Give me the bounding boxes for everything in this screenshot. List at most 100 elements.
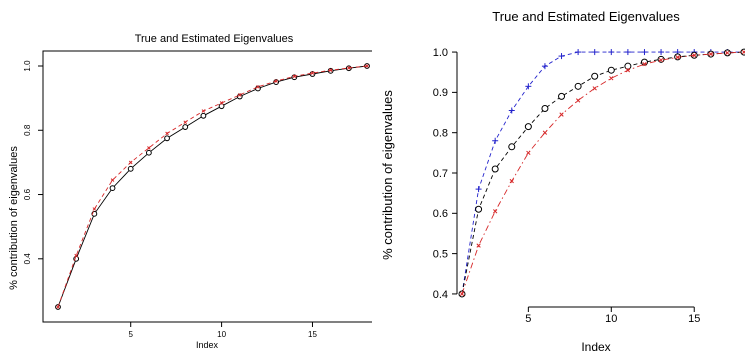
right-series-2-point-d2	[692, 53, 697, 58]
right-series-0-point	[608, 49, 615, 56]
right-series-2-point	[708, 51, 713, 57]
chart-right-title: True and Estimated Eigenvalues	[492, 9, 680, 24]
left-series-1-point-d2	[256, 85, 260, 89]
left-series-1-point-d2	[110, 178, 115, 182]
right-series-1-point	[558, 92, 566, 100]
left-x-tick-label: 15	[308, 330, 317, 339]
chart-right: True and Estimated Eigenvalues Index % c…	[372, 0, 745, 354]
right-series-2-point-d2	[526, 150, 531, 155]
right-series-2-point	[692, 53, 697, 58]
right-series-0-point	[658, 49, 665, 56]
right-x-tick-label: 15	[688, 313, 700, 325]
right-x-tick-label: 5	[525, 313, 531, 325]
right-series-0-point	[475, 186, 482, 193]
right-series-1-point	[607, 66, 615, 74]
left-y-tick-label: 0.6	[23, 188, 32, 200]
right-series-2-point-d2	[559, 112, 564, 117]
left-series-0-point	[309, 71, 316, 77]
left-series-1-point	[292, 74, 297, 79]
left-series-1-point	[92, 207, 97, 211]
right-series-2-point-d2	[542, 130, 548, 135]
right-series-2-point	[741, 49, 745, 55]
left-series-0-point	[182, 124, 189, 130]
right-y-tick-label: 1.0	[433, 47, 448, 59]
right-series-2-point	[658, 57, 664, 63]
chart-left: True and Estimated Eigenvalues Index % c…	[0, 0, 372, 354]
left-series-1-point	[274, 79, 278, 83]
left-series-1-point-d2	[219, 101, 224, 105]
right-series-2-point	[675, 55, 680, 60]
right-series-2-point-d2	[708, 51, 713, 57]
left-series-1-point-d2	[147, 146, 151, 150]
right-y-tick-label: 0.8	[433, 128, 448, 140]
right-series-2-point	[542, 130, 548, 135]
right-series-0-point	[641, 49, 648, 56]
left-series-0-line	[57, 65, 368, 308]
right-series-2-point	[625, 68, 631, 73]
left-series-1-point	[183, 120, 188, 125]
right-series-2-point	[609, 76, 614, 81]
right-series-0-point	[591, 49, 598, 56]
right-series-1-point	[574, 82, 582, 90]
right-series-2-point-d2	[592, 86, 597, 91]
right-series-2-point-d2	[642, 62, 647, 67]
left-plot-frame	[42, 50, 372, 323]
left-series-1-point-d2	[165, 131, 169, 136]
left-series-1-point	[110, 178, 115, 182]
left-series-1-point-d2	[183, 120, 188, 125]
right-series-2-point	[509, 178, 514, 184]
right-series-2-point	[592, 86, 597, 91]
right-series-1-line	[461, 51, 745, 294]
right-series-2-point-d2	[625, 68, 631, 73]
right-y-tick-label: 0.7	[433, 168, 448, 180]
left-series-1-point-d2	[328, 68, 333, 72]
chart-left-xlabel: Index	[196, 340, 219, 350]
right-series-1-point	[524, 123, 532, 131]
right-series-0-point	[558, 53, 565, 60]
right-y-tick-label: 0.6	[433, 208, 448, 220]
left-series-1-point	[165, 131, 169, 136]
left-series-0-point	[145, 149, 152, 156]
right-series-2-point-d2	[741, 50, 745, 55]
chart-left-svg: True and Estimated Eigenvalues Index % c…	[8, 33, 372, 350]
left-series-1-point-d2	[292, 74, 297, 79]
right-series-2-point-d2	[493, 209, 498, 214]
left-series-1-point	[128, 160, 133, 165]
left-y-tick-label: 0.8	[23, 124, 32, 136]
chart-right-ylabel: % contribution of eigenvalues	[380, 90, 395, 260]
left-series-0-point	[218, 103, 225, 110]
left-x-tick-label: 10	[217, 330, 226, 339]
right-series-1-point	[541, 105, 549, 112]
right-series-0-line	[461, 51, 744, 294]
left-series-0-point	[200, 112, 207, 119]
chart-left-axes: 5 10 15 0.4 0.6 0.8 1.0	[23, 50, 372, 339]
right-y-tick-label: 0.4	[433, 289, 448, 301]
left-series-1-point	[219, 101, 224, 105]
left-series-1-point-d2	[56, 305, 60, 309]
left-series-1-point-d2	[347, 66, 351, 70]
chart-right-marks	[458, 48, 745, 298]
left-series-0-point	[236, 93, 243, 100]
right-series-2-point-d2	[476, 243, 481, 248]
left-series-1-point	[365, 64, 369, 68]
right-series-0-point	[525, 83, 532, 90]
right-series-1-point	[508, 143, 516, 151]
left-series-1-point-d2	[201, 109, 206, 113]
left-series-0-point	[127, 165, 134, 172]
chart-left-ylabel: % contribution of eigenvalues	[8, 146, 20, 290]
right-series-2-point-d2	[725, 50, 730, 56]
left-series-1-point	[347, 66, 351, 70]
right-series-1-point	[624, 62, 632, 70]
right-x-tick-label: 10	[605, 313, 617, 325]
right-series-2-point-d2	[658, 57, 664, 63]
left-series-1-line	[57, 65, 368, 308]
left-series-1-point-d2	[310, 71, 315, 75]
right-series-0-point	[624, 49, 631, 56]
right-series-2-line	[461, 51, 745, 295]
chart-right-xlabel: Index	[581, 340, 610, 354]
right-series-2-point	[575, 98, 581, 103]
right-series-2-point	[642, 62, 647, 67]
left-y-tick-label: 0.4	[23, 253, 32, 265]
right-series-2-point-d2	[509, 178, 514, 184]
right-series-0-point	[575, 49, 582, 56]
